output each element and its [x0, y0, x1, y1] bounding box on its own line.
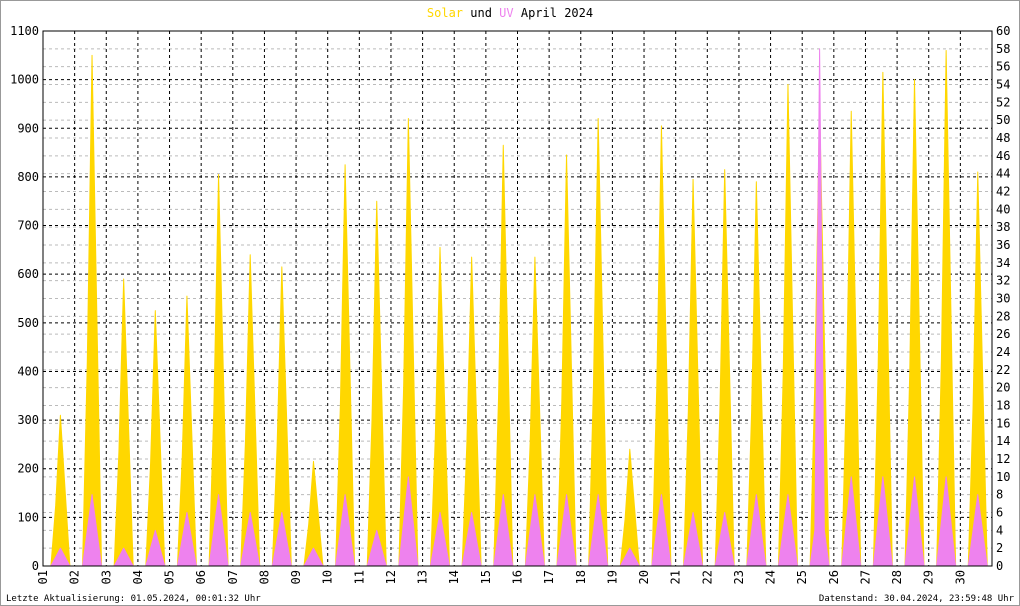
- y2-tick-label: 60: [996, 24, 1010, 38]
- y2-tick-label: 14: [996, 434, 1010, 448]
- y-tick-label: 600: [17, 267, 39, 281]
- x-tick-label: 23: [732, 570, 746, 584]
- chart-title: Solar und UV April 2024: [427, 6, 593, 20]
- y-tick-label: 1100: [10, 24, 39, 38]
- y-tick-label: 1000: [10, 73, 39, 87]
- y2-tick-label: 20: [996, 381, 1010, 395]
- y2-tick-label: 52: [996, 95, 1010, 109]
- x-tick-label: 05: [163, 570, 177, 584]
- title-solar: Solar: [427, 6, 463, 20]
- y-tick-label: 100: [17, 510, 39, 524]
- title-connector: und: [470, 6, 492, 20]
- y2-tick-label: 26: [996, 327, 1010, 341]
- x-tick-label: 08: [257, 570, 271, 584]
- plot-frame: [42, 30, 993, 567]
- y2-tick-label: 34: [996, 256, 1010, 270]
- x-tick-label: 26: [827, 570, 841, 584]
- y2-tick-label: 40: [996, 202, 1010, 216]
- title-main: April 2024: [521, 6, 593, 20]
- y-tick-label: 700: [17, 219, 39, 233]
- x-tick-label: 09: [289, 570, 303, 584]
- y-tick-label: 400: [17, 364, 39, 378]
- y2-tick-label: 42: [996, 185, 1010, 199]
- x-tick-label: 06: [194, 570, 208, 584]
- y2-tick-label: 8: [996, 488, 1003, 502]
- y2-tick-label: 50: [996, 113, 1010, 127]
- x-tick-label: 20: [637, 570, 651, 584]
- x-tick-label: 18: [574, 570, 588, 584]
- y2-tick-label: 56: [996, 60, 1010, 74]
- y2-tick-label: 18: [996, 399, 1010, 413]
- footer-right: Datenstand: 30.04.2024, 23:59:48 Uhr: [819, 594, 1015, 604]
- y2-tick-label: 4: [996, 523, 1003, 537]
- x-tick-label: 04: [131, 570, 145, 584]
- x-tick-label: 21: [669, 570, 683, 584]
- x-tick-label: 22: [700, 570, 714, 584]
- y-tick-label: 800: [17, 170, 39, 184]
- y-tick-label: 900: [17, 121, 39, 135]
- title-uv: UV: [499, 6, 513, 20]
- y2-tick-label: 28: [996, 309, 1010, 323]
- y2-tick-label: 44: [996, 167, 1010, 181]
- y-tick-label: 300: [17, 413, 39, 427]
- x-tick-label: 16: [511, 570, 525, 584]
- y2-tick-label: 46: [996, 149, 1010, 163]
- x-tick-label: 30: [953, 570, 967, 584]
- x-tick-label: 11: [352, 570, 366, 584]
- x-tick-label: 24: [764, 570, 778, 584]
- y2-tick-label: 0: [996, 559, 1003, 573]
- y2-tick-label: 10: [996, 470, 1010, 484]
- y2-tick-label: 36: [996, 238, 1010, 252]
- y-tick-label: 500: [17, 316, 39, 330]
- x-tick-label: 01: [36, 570, 50, 584]
- y2-tick-label: 24: [996, 345, 1010, 359]
- x-tick-label: 19: [605, 570, 619, 584]
- y2-tick-label: 32: [996, 274, 1010, 288]
- y2-tick-label: 12: [996, 452, 1010, 466]
- x-tick-label: 15: [479, 570, 493, 584]
- x-tick-label: 28: [890, 570, 904, 584]
- y2-tick-label: 58: [996, 42, 1010, 56]
- x-tick-label: 14: [447, 570, 461, 584]
- x-tick-label: 29: [922, 570, 936, 584]
- x-tick-label: 10: [321, 570, 335, 584]
- y2-tick-label: 48: [996, 131, 1010, 145]
- y2-tick-label: 6: [996, 506, 1003, 520]
- footer-left: Letzte Aktualisierung: 01.05.2024, 00:01…: [6, 594, 261, 604]
- y2-tick-label: 2: [996, 541, 1003, 555]
- y2-tick-label: 16: [996, 416, 1010, 430]
- x-tick-label: 13: [416, 570, 430, 584]
- x-tick-label: 07: [226, 570, 240, 584]
- x-tick-label: 17: [542, 570, 556, 584]
- y2-tick-label: 30: [996, 292, 1010, 306]
- x-tick-label: 25: [795, 570, 809, 584]
- x-tick-label: 02: [68, 570, 82, 584]
- y-tick-label: 0: [32, 559, 39, 573]
- y2-tick-label: 54: [996, 78, 1010, 92]
- y2-tick-label: 22: [996, 363, 1010, 377]
- x-tick-label: 27: [858, 570, 872, 584]
- x-tick-label: 12: [384, 570, 398, 584]
- y2-tick-label: 38: [996, 220, 1010, 234]
- x-tick-label: 03: [99, 570, 113, 584]
- y-tick-label: 200: [17, 462, 39, 476]
